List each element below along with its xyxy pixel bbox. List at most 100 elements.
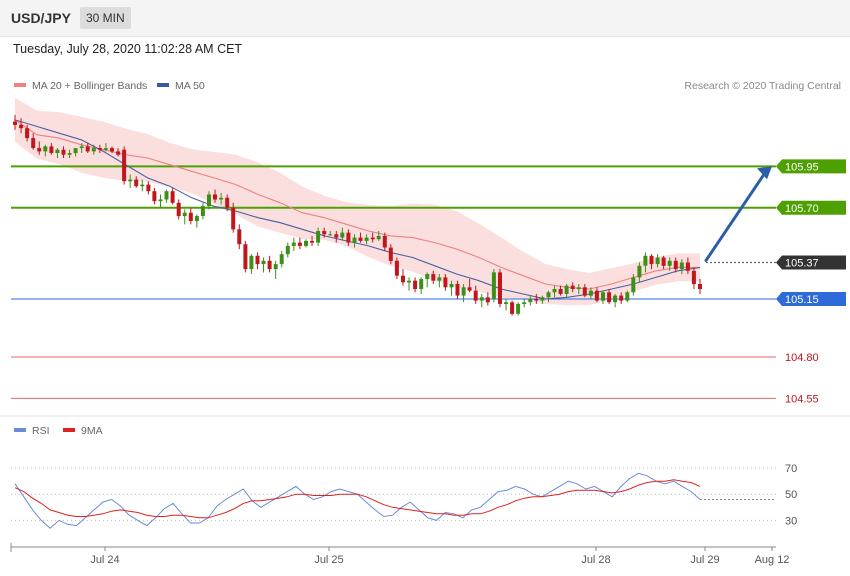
candle xyxy=(267,255,272,273)
candle xyxy=(691,267,696,289)
candle-body xyxy=(13,121,17,125)
candle xyxy=(164,189,169,203)
candle xyxy=(491,269,496,303)
candle xyxy=(528,295,533,306)
candle-body xyxy=(134,179,139,187)
candle xyxy=(219,192,224,205)
candle xyxy=(328,230,333,236)
legend-ma20: MA 20 + Bollinger Bands xyxy=(14,80,147,92)
candle xyxy=(19,118,24,134)
candle-body xyxy=(607,292,612,303)
candle-body xyxy=(358,237,363,241)
candle-body xyxy=(534,298,539,301)
candle xyxy=(316,227,321,246)
candle-body xyxy=(261,260,266,265)
candle xyxy=(425,272,430,288)
ma20-label: MA 20 + Bollinger Bands xyxy=(32,80,148,92)
candle-body xyxy=(588,290,593,296)
candle xyxy=(407,277,411,291)
candle xyxy=(388,244,393,265)
candle xyxy=(146,181,151,195)
candle xyxy=(225,194,230,212)
candle-body xyxy=(128,179,133,182)
candle xyxy=(352,234,357,248)
candle-body xyxy=(364,237,369,241)
candle-body xyxy=(479,297,484,301)
candle xyxy=(698,279,702,294)
candle xyxy=(110,146,114,154)
candle xyxy=(643,252,648,273)
candle-body xyxy=(176,202,181,217)
level-tag-bg-105.37 xyxy=(776,255,846,270)
candle-body xyxy=(73,148,78,154)
candle xyxy=(43,144,48,157)
forecast-arrow-head xyxy=(757,166,772,180)
candle xyxy=(437,274,442,288)
rsi-line xyxy=(14,472,701,529)
candle-body xyxy=(649,255,654,265)
rsi-tick-70: 70 xyxy=(785,463,797,475)
candle xyxy=(207,191,211,210)
candle-body xyxy=(188,212,193,221)
candle xyxy=(213,189,217,203)
candle xyxy=(413,277,418,293)
candle-body xyxy=(91,148,96,152)
candle-body xyxy=(352,237,357,243)
level-tag-105.70: 105.70 xyxy=(776,200,846,215)
legend-rsi: RSI xyxy=(14,425,50,437)
candle xyxy=(31,133,36,150)
research-credit: Research © 2020 Trading Central xyxy=(684,80,841,92)
candle xyxy=(182,209,187,225)
candle-body xyxy=(146,184,151,192)
candle xyxy=(176,199,181,220)
candle xyxy=(285,242,290,258)
candle-body xyxy=(43,146,48,152)
rsi-tick-50: 50 xyxy=(785,489,797,501)
candle xyxy=(340,227,345,241)
candle-body xyxy=(576,287,581,289)
candle xyxy=(249,254,254,275)
candle xyxy=(304,239,308,248)
candle-body xyxy=(122,149,127,182)
candle xyxy=(128,174,133,188)
candle-body xyxy=(619,295,624,301)
candle-body xyxy=(237,229,242,245)
candle xyxy=(200,202,205,220)
legend-ma50: MA 50 xyxy=(157,80,205,92)
candle xyxy=(152,187,157,205)
candle-body xyxy=(631,277,636,293)
candle-body xyxy=(291,242,296,246)
candle xyxy=(322,227,327,238)
candle xyxy=(158,194,163,208)
candle xyxy=(334,230,339,243)
candle-body xyxy=(67,153,72,155)
candle-body xyxy=(643,255,648,266)
candle xyxy=(649,254,654,270)
candle-body xyxy=(382,235,387,248)
candle-body xyxy=(552,289,557,293)
candle-body xyxy=(304,240,308,246)
candle-body xyxy=(194,216,199,222)
level-tag-bg-105.95 xyxy=(776,159,846,174)
candle-body xyxy=(31,138,36,148)
candle xyxy=(534,293,539,304)
candle-body xyxy=(485,297,490,303)
x-tick-label: Aug 12 xyxy=(755,554,790,566)
candle xyxy=(79,143,84,154)
timestamp: Tuesday, July 28, 2020 11:02:28 AM CET xyxy=(13,42,243,56)
timeframe-badge[interactable]: 30 MIN xyxy=(80,7,131,29)
candle xyxy=(273,260,278,280)
candle-body xyxy=(328,234,333,236)
candle xyxy=(67,149,72,159)
candle-body xyxy=(510,302,515,314)
candle-body xyxy=(546,292,551,298)
candle-body xyxy=(273,264,278,270)
candle xyxy=(382,232,387,251)
candle xyxy=(25,124,30,142)
candle xyxy=(625,290,630,303)
candle-body xyxy=(267,260,272,270)
candle xyxy=(673,257,678,273)
level-tag-105.15: 105.15 xyxy=(776,291,846,306)
candle xyxy=(237,224,242,250)
